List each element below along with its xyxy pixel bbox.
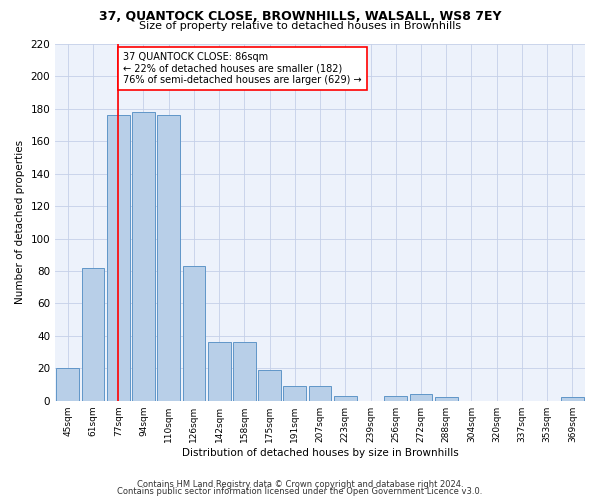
Bar bbox=[410, 394, 433, 400]
Text: Contains HM Land Registry data © Crown copyright and database right 2024.: Contains HM Land Registry data © Crown c… bbox=[137, 480, 463, 489]
Text: 37 QUANTOCK CLOSE: 86sqm
← 22% of detached houses are smaller (182)
76% of semi-: 37 QUANTOCK CLOSE: 86sqm ← 22% of detach… bbox=[123, 52, 362, 86]
Bar bbox=[435, 398, 458, 400]
Text: Size of property relative to detached houses in Brownhills: Size of property relative to detached ho… bbox=[139, 21, 461, 31]
Bar bbox=[233, 342, 256, 400]
Bar bbox=[132, 112, 155, 401]
Bar bbox=[107, 116, 130, 401]
Bar bbox=[334, 396, 356, 400]
Bar bbox=[258, 370, 281, 400]
Text: 37, QUANTOCK CLOSE, BROWNHILLS, WALSALL, WS8 7EY: 37, QUANTOCK CLOSE, BROWNHILLS, WALSALL,… bbox=[99, 10, 501, 23]
X-axis label: Distribution of detached houses by size in Brownhills: Distribution of detached houses by size … bbox=[182, 448, 458, 458]
Text: Contains public sector information licensed under the Open Government Licence v3: Contains public sector information licen… bbox=[118, 487, 482, 496]
Bar bbox=[561, 398, 584, 400]
Y-axis label: Number of detached properties: Number of detached properties bbox=[15, 140, 25, 304]
Bar bbox=[157, 116, 180, 401]
Bar bbox=[82, 268, 104, 400]
Bar bbox=[56, 368, 79, 400]
Bar bbox=[283, 386, 306, 400]
Bar bbox=[208, 342, 230, 400]
Bar bbox=[385, 396, 407, 400]
Bar bbox=[182, 266, 205, 400]
Bar bbox=[309, 386, 331, 400]
